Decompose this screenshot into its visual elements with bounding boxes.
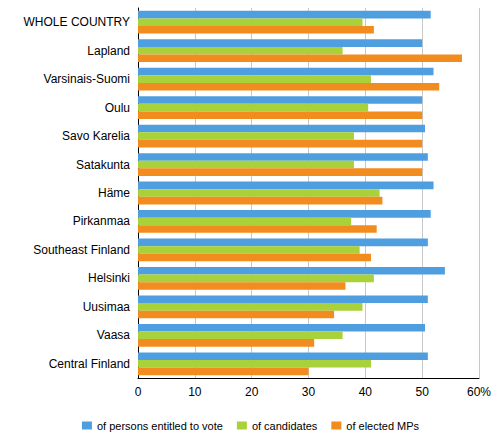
svg-text:WHOLE COUNTRY: WHOLE COUNTRY — [24, 15, 130, 29]
svg-text:Oulu: Oulu — [105, 101, 130, 115]
svg-text:of candidates: of candidates — [252, 420, 318, 432]
svg-text:30: 30 — [302, 385, 316, 399]
svg-text:Savo Karelia: Savo Karelia — [62, 129, 130, 143]
svg-text:Uusimaa: Uusimaa — [83, 300, 131, 314]
svg-text:10: 10 — [188, 385, 202, 399]
svg-text:Southeast Finland: Southeast Finland — [33, 243, 130, 257]
svg-text:of persons entitled to vote: of persons entitled to vote — [97, 420, 223, 432]
svg-text:0: 0 — [135, 385, 142, 399]
svg-text:Central Finland: Central Finland — [49, 357, 130, 371]
svg-text:60%: 60% — [467, 385, 491, 399]
svg-text:40: 40 — [359, 385, 373, 399]
svg-text:50: 50 — [415, 385, 429, 399]
svg-text:Lapland: Lapland — [87, 44, 130, 58]
svg-text:of elected MPs: of elected MPs — [346, 420, 419, 432]
svg-text:Satakunta: Satakunta — [76, 158, 130, 172]
svg-text:20: 20 — [245, 385, 259, 399]
svg-text:Vaasa: Vaasa — [97, 328, 130, 342]
svg-text:Pirkanmaa: Pirkanmaa — [73, 214, 131, 228]
svg-text:Häme: Häme — [98, 186, 130, 200]
svg-text:Varsinais-Suomi: Varsinais-Suomi — [44, 72, 130, 86]
svg-text:Helsinki: Helsinki — [88, 271, 130, 285]
